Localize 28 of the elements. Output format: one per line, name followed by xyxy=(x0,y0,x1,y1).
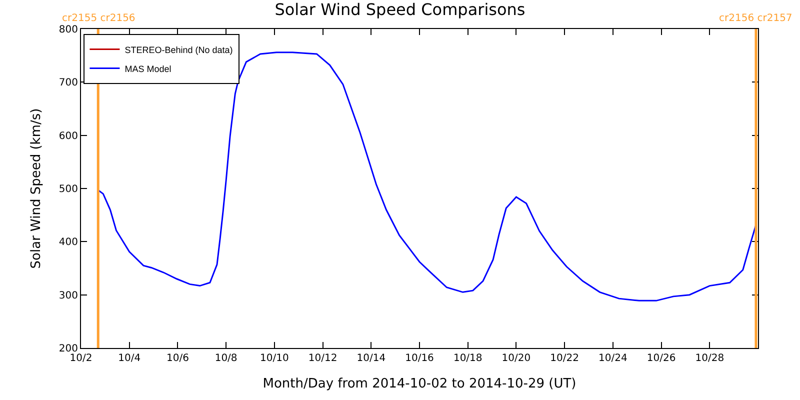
x-tick-label: 10/26 xyxy=(646,353,676,364)
x-tick-label: 10/24 xyxy=(598,353,628,364)
chart-title: Solar Wind Speed Comparisons xyxy=(274,0,526,20)
x-tick-label: 10/6 xyxy=(166,353,189,364)
legend-label: MAS Model xyxy=(124,64,172,74)
y-tick-label: 700 xyxy=(58,78,78,89)
x-tick-label: 10/4 xyxy=(118,353,141,364)
x-tick-label: 10/14 xyxy=(356,353,386,364)
y-tick-label: 500 xyxy=(58,184,78,195)
ref-line-label: cr2156 cr2157 xyxy=(719,13,792,24)
x-tick-label: 10/18 xyxy=(453,353,482,364)
x-tick-label: 10/8 xyxy=(214,353,238,364)
legend-label: STEREO-Behind (No data) xyxy=(124,44,233,55)
x-tick-label: 10/10 xyxy=(260,353,289,364)
ref-line-label: cr2155 cr2156 xyxy=(62,13,136,24)
y-tick-label: 400 xyxy=(58,237,78,248)
x-tick-label: 10/16 xyxy=(405,353,434,364)
x-axis-title: Month/Day from 2014-10-02 to 2014-10-29 (UT) xyxy=(262,376,576,392)
y-tick-label: 300 xyxy=(58,290,78,302)
x-tick-label: 10/20 xyxy=(502,353,531,364)
x-tick-label: 10/28 xyxy=(695,353,724,364)
x-tick-label: 10/2 xyxy=(70,353,92,364)
y-axis-title: Solar Wind Speed (km/s) xyxy=(28,108,44,269)
x-tick-label: 10/22 xyxy=(550,353,579,364)
x-tick-label: 10/12 xyxy=(308,353,338,364)
y-tick-label: 200 xyxy=(58,344,78,354)
y-tick-label: 600 xyxy=(58,130,78,142)
y-tick-label: 800 xyxy=(58,24,78,36)
